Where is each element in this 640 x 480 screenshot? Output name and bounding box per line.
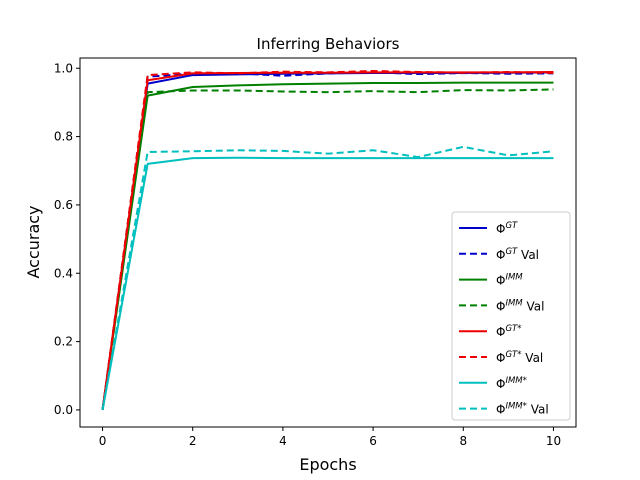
- y-tick-label: 0.0: [54, 403, 73, 417]
- x-tick-label: 8: [459, 434, 467, 448]
- legend: ΦGT ΦGT Val ΦIMM ΦIMM Val ΦGT* ΦGT* Val ΦIMM* Φ…: [451, 211, 571, 421]
- plot-frame: [79, 57, 577, 428]
- legend-label-5: ΦGT* Val: [496, 350, 543, 365]
- x-tick-label: 4: [279, 434, 287, 448]
- legend-box: [451, 211, 571, 421]
- series-line-1: [101, 71, 554, 411]
- x-tick-label: 10: [546, 434, 561, 448]
- y-tick-label: 0.4: [54, 266, 73, 280]
- x-axis-label: Epochs: [299, 455, 356, 474]
- y-tick-label: 0.8: [54, 130, 73, 144]
- legend-label-7: ΦIMM* Val: [496, 402, 549, 417]
- series-line-7: [101, 145, 554, 411]
- series-lines: [101, 69, 554, 411]
- x-tick-label: 6: [369, 434, 377, 448]
- legend-label-3: ΦIMM Val: [496, 298, 544, 313]
- x-tick-label: 0: [99, 434, 107, 448]
- chart-title: Inferring Behaviors: [257, 35, 400, 53]
- legend-label-2: ΦIMM: [496, 273, 523, 288]
- legend-label-4: ΦGT*: [496, 324, 521, 339]
- series-line-3: [101, 88, 554, 411]
- y-axis-label: Accuracy: [24, 205, 43, 278]
- series-line-6: [101, 156, 554, 411]
- legend-label-0: ΦGT: [496, 221, 518, 236]
- series-line-2: [101, 81, 554, 411]
- x-tick-label: 2: [189, 434, 197, 448]
- y-tick-label: 0.6: [54, 198, 73, 212]
- legend-label-6: ΦIMM*: [496, 376, 527, 391]
- y-tick-label: 0.2: [54, 335, 73, 349]
- series-line-5: [101, 69, 554, 411]
- y-tick-label: 1.0: [54, 61, 73, 75]
- legend-label-1: ΦGT Val: [496, 247, 539, 262]
- axis-ticks: 0 2 4 6 8 10 0.0 0.2 0.4 0.6 0.8 1.0: [54, 61, 561, 448]
